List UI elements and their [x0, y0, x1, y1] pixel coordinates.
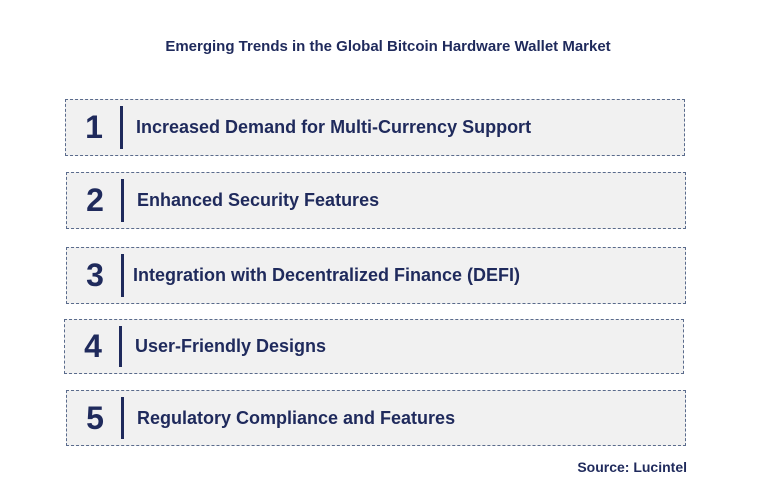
diagram-title: Emerging Trends in the Global Bitcoin Ha… — [165, 38, 611, 55]
trend-item-1: 1 Increased Demand for Multi-Currency Su… — [65, 99, 685, 156]
trend-label: Regulatory Compliance and Features — [137, 407, 456, 428]
divider-bar — [121, 179, 124, 222]
divider-bar — [121, 254, 124, 297]
trend-number: 4 — [84, 328, 102, 364]
trend-item-2: 2 Enhanced Security Features — [66, 172, 686, 229]
trend-number: 1 — [85, 109, 103, 145]
trend-item-5: 5 Regulatory Compliance and Features — [66, 390, 686, 446]
trend-item-4: 4 User-Friendly Designs — [64, 319, 684, 374]
trend-label: Integration with Decentralized Finance (… — [133, 265, 521, 285]
trend-label: User-Friendly Designs — [135, 336, 327, 356]
divider-bar — [121, 397, 124, 439]
source-note: Source: Lucintel — [577, 459, 687, 475]
divider-bar — [119, 326, 122, 367]
trend-label: Enhanced Security Features — [137, 190, 380, 210]
trend-number: 3 — [86, 257, 104, 293]
divider-bar — [120, 106, 123, 149]
trend-label: Increased Demand for Multi-Currency Supp… — [136, 117, 532, 137]
trend-item-3: 3 Integration with Decentralized Finance… — [66, 247, 686, 304]
trend-number: 5 — [86, 399, 104, 436]
trend-number: 2 — [86, 182, 104, 218]
